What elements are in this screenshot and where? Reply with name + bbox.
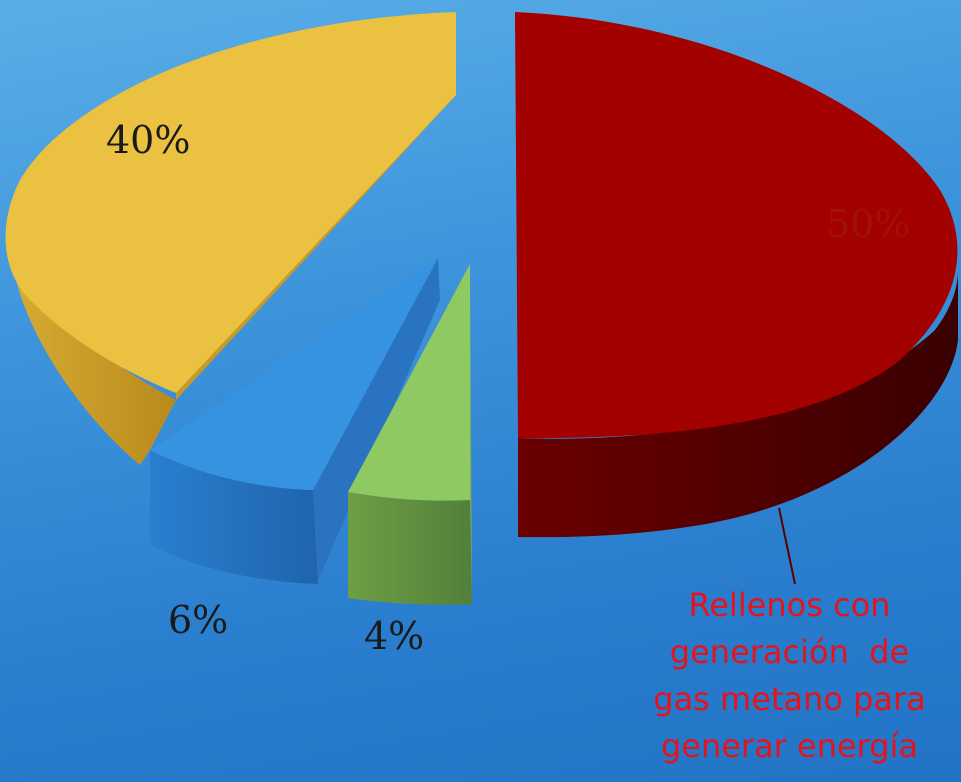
- slice-40-side: [12, 240, 176, 465]
- callout-leader-line: [778, 507, 796, 585]
- callout-line-1: Rellenos con: [688, 586, 891, 624]
- slice-40-label: 40%: [106, 118, 191, 162]
- slice-50-top: [515, 12, 958, 439]
- callout-line-2: generación de: [669, 633, 910, 671]
- slice-50: [515, 12, 958, 538]
- slice-50-label: 50%: [826, 202, 911, 246]
- slice-4-top: [348, 264, 470, 501]
- slice-6: [150, 258, 440, 584]
- slice-40: [5, 12, 456, 465]
- slice-4-inner-side: [470, 264, 472, 604]
- slice-4-label: 4%: [364, 614, 425, 658]
- slice-4: [348, 264, 472, 605]
- slice-50-side: [518, 270, 958, 538]
- slice-40-top: [5, 12, 456, 393]
- callout-line-3: gas metano para: [653, 680, 926, 718]
- slice-6-top: [150, 258, 438, 490]
- slice-6-label: 6%: [168, 598, 229, 642]
- callout-annotation: Rellenos con generación de gas metano pa…: [618, 582, 961, 770]
- slice-6-side: [150, 450, 318, 584]
- slice-4-side: [348, 492, 472, 605]
- slice-6-inner-side: [313, 258, 440, 580]
- callout-line-4: generar energía: [660, 727, 919, 765]
